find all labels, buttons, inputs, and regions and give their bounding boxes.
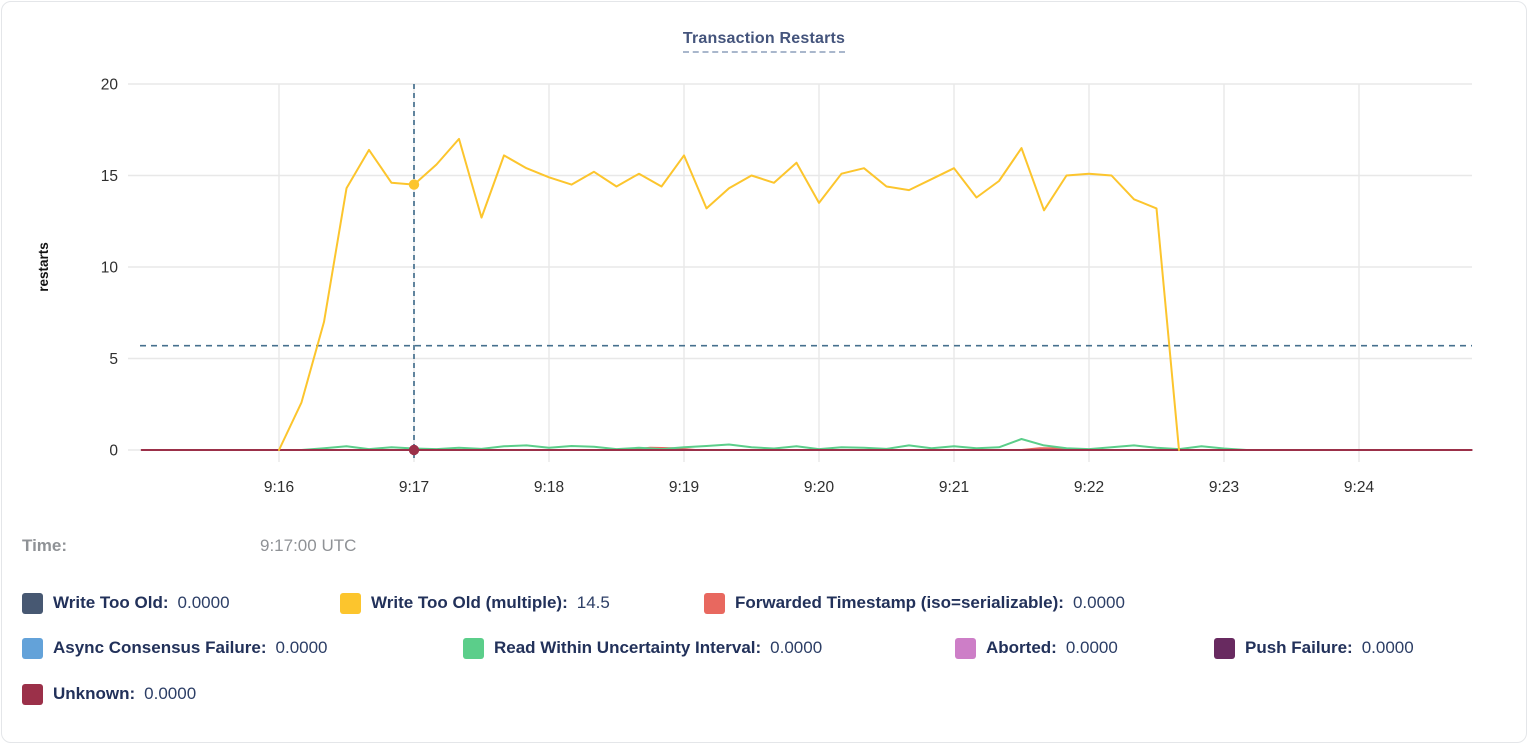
legend-item-unknown[interactable]: Unknown: 0.0000 [22, 683, 196, 705]
legend-label: Aborted: [986, 638, 1057, 657]
legend-value: 0.0000 [275, 638, 328, 657]
legend-label: Write Too Old (multiple): [371, 593, 568, 612]
legend-item-aborted[interactable]: Aborted: 0.0000 [955, 637, 1118, 659]
read_within_uncertainty-swatch-icon [463, 637, 484, 659]
chart-title-text[interactable]: Transaction Restarts [682, 30, 846, 53]
x-tick-label: 9:23 [1209, 479, 1239, 496]
y-tick-label: 10 [101, 259, 119, 276]
legend-item-push_failure[interactable]: Push Failure: 0.0000 [1214, 637, 1414, 659]
x-tick-label: 9:16 [264, 479, 294, 496]
legend-value: 0.0000 [1361, 638, 1414, 657]
x-tick-label: 9:22 [1074, 479, 1104, 496]
chart-title: Transaction Restarts [2, 30, 1526, 53]
legend-label: Read Within Uncertainty Interval: [494, 638, 762, 657]
legend-value: 0.0000 [177, 593, 230, 612]
y-axis-title: restarts [36, 242, 51, 292]
aborted-swatch-icon [955, 637, 976, 659]
y-tick-label: 20 [101, 76, 119, 93]
x-tick-label: 9:21 [939, 479, 969, 496]
hover-time-row: Time: 9:17:00 UTC [22, 536, 722, 560]
series-line-write_too_old_multiple [278, 137, 1180, 451]
legend-label: Unknown: [53, 684, 136, 703]
series-line-read_within_uncertainty [278, 438, 1248, 451]
legend-value: 0.0000 [144, 684, 197, 703]
legend-value: 0.0000 [1065, 638, 1118, 657]
legend-item-read_within_uncertainty[interactable]: Read Within Uncertainty Interval: 0.0000 [463, 637, 822, 659]
restarts-chart: 0 5 10 15 20 9:16 9:17 9:18 9:19 9:20 9:21 9:22 9:23… [36, 76, 1473, 496]
x-tick-label: 9:17 [399, 479, 429, 496]
write_too_old_multiple-swatch-icon [340, 592, 361, 614]
push_failure-swatch-icon [1214, 637, 1235, 659]
time-value: 9:17:00 UTC [260, 536, 357, 555]
legend-value: 14.5 [576, 593, 610, 612]
x-tick-label: 9:18 [534, 479, 564, 496]
y-tick-label: 15 [101, 168, 118, 185]
forwarded_timestamp-swatch-icon [704, 592, 725, 614]
x-tick-label: 9:24 [1344, 479, 1375, 496]
legend-label: Write Too Old: [53, 593, 169, 612]
hover-dot-write_too_old_multiple [408, 179, 420, 190]
legend-value: 0.0000 [1072, 593, 1125, 612]
legend-item-forwarded_timestamp[interactable]: Forwarded Timestamp (iso=serializable): 0… [704, 592, 1125, 614]
write_too_old-swatch-icon [22, 592, 43, 614]
legend-label: Async Consensus Failure: [53, 638, 267, 657]
async_consensus_failure-swatch-icon [22, 637, 43, 659]
legend-item-write_too_old_multiple[interactable]: Write Too Old (multiple): 14.5 [340, 592, 610, 614]
y-tick-label: 5 [109, 351, 118, 368]
legend-item-async_consensus_failure[interactable]: Async Consensus Failure: 0.0000 [22, 637, 328, 659]
time-label: Time: [22, 536, 68, 555]
legend-label: Forwarded Timestamp (iso=serializable): [735, 593, 1064, 612]
x-tick-label: 9:19 [669, 479, 699, 496]
unknown-swatch-icon [22, 683, 43, 705]
y-tick-label: 0 [109, 442, 118, 459]
x-tick-label: 9:20 [804, 479, 835, 496]
legend-value: 0.0000 [770, 638, 823, 657]
legend-item-write_too_old[interactable]: Write Too Old: 0.0000 [22, 592, 230, 614]
hover-dot-unknown [408, 444, 420, 456]
legend-label: Push Failure: [1245, 638, 1353, 657]
